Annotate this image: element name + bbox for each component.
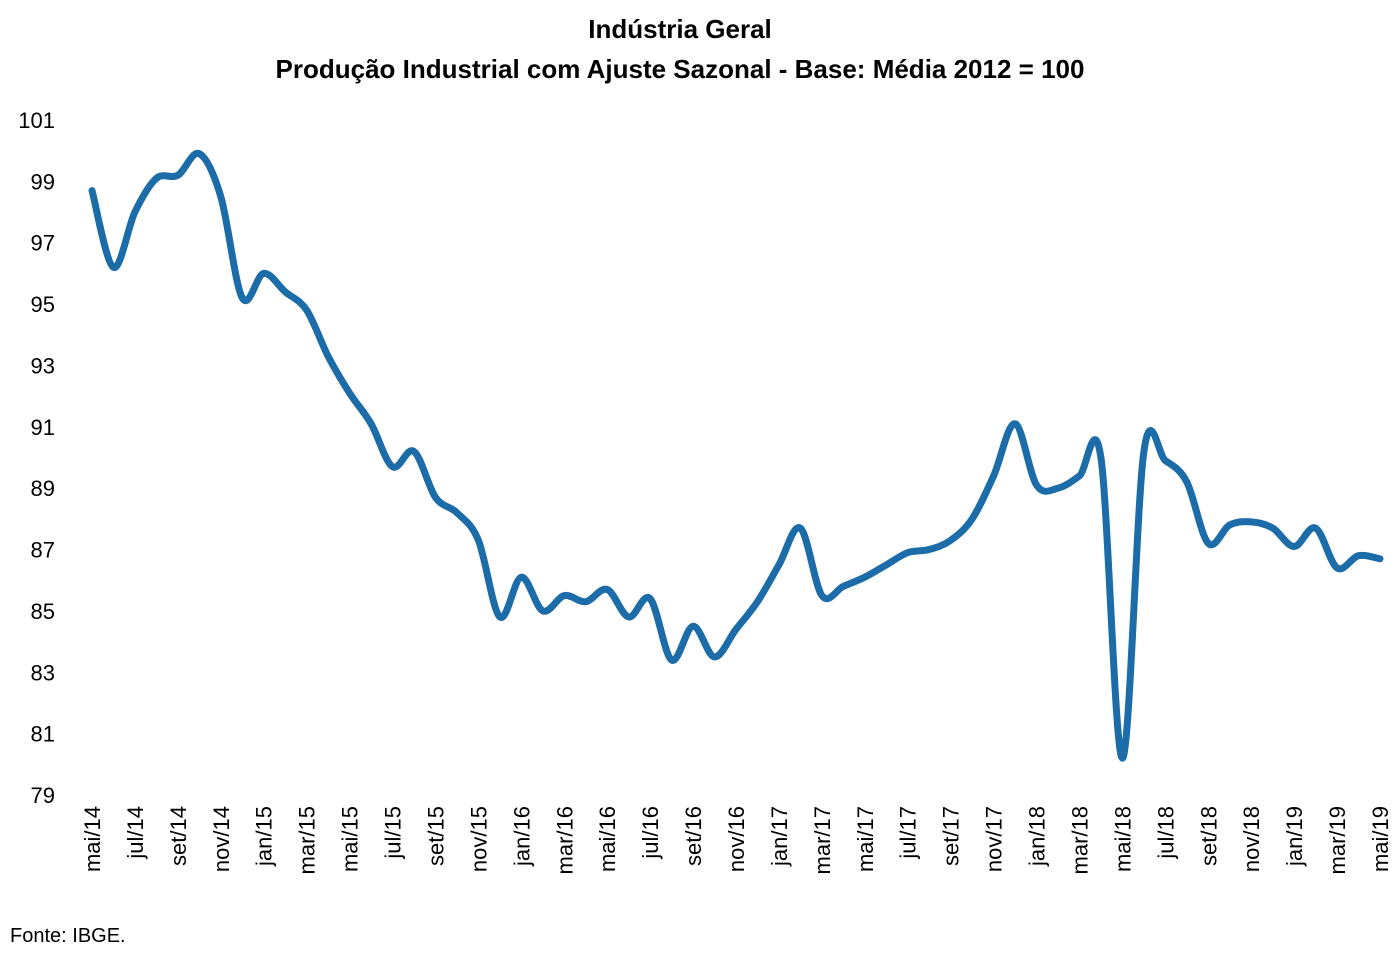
x-tick-label: mar/15 <box>295 806 320 874</box>
x-tick-label: mai/16 <box>595 806 620 872</box>
y-tick-label: 89 <box>31 476 55 501</box>
x-tick-label: jan/16 <box>509 806 534 867</box>
x-tick-label: jan/15 <box>252 806 277 867</box>
y-tick-label: 93 <box>31 353 55 378</box>
x-tick-label: jul/15 <box>381 806 406 860</box>
x-tick-label: mar/16 <box>552 806 577 874</box>
x-tick-label: nov/15 <box>466 806 491 872</box>
x-tick-label: jan/18 <box>1025 806 1050 867</box>
x-tick-label: jul/17 <box>896 806 921 860</box>
x-tick-label: mai/15 <box>338 806 363 872</box>
x-tick-label: nov/16 <box>724 806 749 872</box>
x-tick-label: mar/17 <box>810 806 835 874</box>
y-tick-label: 91 <box>31 415 55 440</box>
x-tick-label: jul/16 <box>638 806 663 860</box>
x-tick-label: nov/14 <box>209 806 234 872</box>
chart-title: Indústria Geral <box>588 14 772 44</box>
y-tick-label: 95 <box>31 292 55 317</box>
x-tick-label: set/16 <box>681 806 706 866</box>
x-tick-label: mai/14 <box>80 806 105 872</box>
y-tick-label: 87 <box>31 538 55 563</box>
x-tick-label: set/15 <box>423 806 448 866</box>
x-tick-label: mai/19 <box>1368 806 1393 872</box>
x-tick-label: jul/14 <box>123 806 148 860</box>
y-tick-label: 79 <box>31 783 55 808</box>
y-tick-label: 85 <box>31 599 55 624</box>
x-tick-label: nov/17 <box>982 806 1007 872</box>
x-tick-label: jul/18 <box>1153 806 1178 860</box>
source-note: Fonte: IBGE. <box>10 925 126 947</box>
x-tick-label: nov/18 <box>1239 806 1264 872</box>
series-line <box>88 149 1384 762</box>
y-tick-label: 97 <box>31 231 55 256</box>
x-tick-label: mai/18 <box>1110 806 1135 872</box>
x-tick-label: mar/19 <box>1325 806 1350 874</box>
x-tick-label: mar/18 <box>1067 806 1092 874</box>
y-tick-label: 81 <box>31 722 55 747</box>
x-tick-label: jan/17 <box>767 806 792 867</box>
y-tick-label: 101 <box>18 108 55 133</box>
x-tick-label: set/18 <box>1196 806 1221 866</box>
chart-subtitle: Produção Industrial com Ajuste Sazonal -… <box>275 54 1085 84</box>
x-tick-label: jan/19 <box>1282 806 1307 867</box>
x-tick-label: set/17 <box>939 806 964 866</box>
y-tick-label: 99 <box>31 169 55 194</box>
y-tick-label: 83 <box>31 660 55 685</box>
x-tick-label: mai/17 <box>853 806 878 872</box>
x-tick-label: set/14 <box>166 806 191 866</box>
